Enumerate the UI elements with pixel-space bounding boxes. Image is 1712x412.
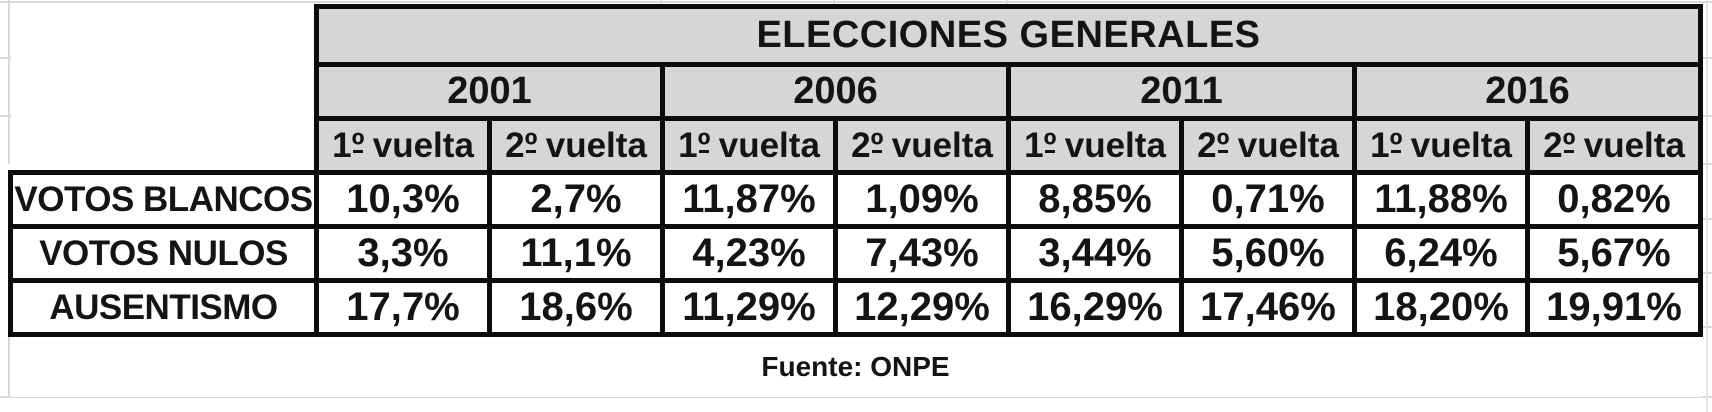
- year-row: 2001 2006 2011 2016: [10, 62, 1703, 121]
- round-word: vuelta: [372, 125, 474, 165]
- value-cell[interactable]: 3,3%: [314, 224, 492, 283]
- round-number: 1: [678, 125, 698, 165]
- value-cell[interactable]: 11,87%: [660, 170, 838, 229]
- value-cell[interactable]: 11,88%: [1352, 170, 1530, 229]
- value-cell[interactable]: 10,3%: [314, 170, 492, 229]
- year-header-2001[interactable]: 2001: [314, 62, 665, 121]
- value-cell[interactable]: 18,20%: [1352, 278, 1530, 337]
- row-label[interactable]: VOTOS BLANCOS: [8, 170, 319, 229]
- footer-row: Fuente: ONPE: [10, 334, 1701, 397]
- round-word: vuelta: [1410, 125, 1512, 165]
- ordinal-indicator: º: [1216, 125, 1230, 165]
- value-cell[interactable]: 5,67%: [1525, 224, 1703, 283]
- value-cell[interactable]: 7,43%: [833, 224, 1011, 283]
- elections-table: ELECCIONES GENERALES 2001 2006 2011 2016…: [8, 4, 1703, 397]
- round-word: vuelta: [545, 125, 647, 165]
- value-cell[interactable]: 17,46%: [1179, 278, 1357, 337]
- round-header[interactable]: 2º vuelta: [1179, 116, 1357, 175]
- gridline-h: [1698, 115, 1712, 117]
- gridline-h: [1698, 272, 1712, 274]
- value-cell[interactable]: 18,6%: [487, 278, 665, 337]
- round-header[interactable]: 2º vuelta: [487, 116, 665, 175]
- ordinal-indicator: º: [1562, 125, 1576, 165]
- year-header-2011[interactable]: 2011: [1006, 62, 1357, 121]
- ordinal-indicator: º: [524, 125, 538, 165]
- value-cell[interactable]: 12,29%: [833, 278, 1011, 337]
- gridline-v: [660, 0, 662, 4]
- round-number: 1: [1024, 125, 1044, 165]
- ordinal-indicator: º: [870, 125, 884, 165]
- gridline-h: [0, 396, 1712, 398]
- round-word: vuelta: [891, 125, 993, 165]
- round-word: vuelta: [1583, 125, 1685, 165]
- round-number: 2: [1543, 125, 1563, 165]
- year-header-2006[interactable]: 2006: [660, 62, 1011, 121]
- value-cell[interactable]: 19,91%: [1525, 278, 1703, 337]
- round-header[interactable]: 2º vuelta: [1525, 116, 1703, 175]
- round-header[interactable]: 1º vuelta: [314, 116, 492, 175]
- value-cell[interactable]: 11,1%: [487, 224, 665, 283]
- empty-cell: [10, 6, 317, 65]
- gridline-v: [8, 332, 10, 398]
- gridline-h: [1698, 57, 1712, 59]
- round-word: vuelta: [718, 125, 820, 165]
- empty-cell: [10, 64, 317, 119]
- value-cell[interactable]: 8,85%: [1006, 170, 1184, 229]
- year-header-2016[interactable]: 2016: [1352, 62, 1703, 121]
- gridline-h: [1698, 163, 1712, 165]
- value-cell[interactable]: 4,23%: [660, 224, 838, 283]
- ordinal-indicator: º: [351, 125, 365, 165]
- gridline-v: [833, 0, 835, 4]
- gridline-h: [1698, 326, 1712, 328]
- row-label[interactable]: AUSENTISMO: [8, 278, 319, 337]
- round-number: 2: [1197, 125, 1217, 165]
- round-number: 1: [332, 125, 352, 165]
- round-word: vuelta: [1237, 125, 1339, 165]
- value-cell[interactable]: 0,71%: [1179, 170, 1357, 229]
- table-title-cell[interactable]: ELECCIONES GENERALES: [314, 4, 1703, 67]
- value-cell[interactable]: 5,60%: [1179, 224, 1357, 283]
- round-header[interactable]: 1º vuelta: [660, 116, 838, 175]
- table-row-votos-blancos: VOTOS BLANCOS 10,3% 2,7% 11,87% 1,09% 8,…: [8, 170, 1703, 229]
- source-note: Fuente: ONPE: [10, 334, 1701, 397]
- round-header[interactable]: 1º vuelta: [1352, 116, 1530, 175]
- round-word: vuelta: [1064, 125, 1166, 165]
- table-row-ausentismo: AUSENTISMO 17,7% 18,6% 11,29% 12,29% 16,…: [8, 278, 1703, 337]
- value-cell[interactable]: 16,29%: [1006, 278, 1184, 337]
- round-number: 2: [505, 125, 525, 165]
- gridline-v: [8, 0, 10, 164]
- gridline-h: [0, 1, 1712, 3]
- ordinal-indicator: º: [1043, 125, 1057, 165]
- value-cell[interactable]: 0,82%: [1525, 170, 1703, 229]
- round-header[interactable]: 2º vuelta: [833, 116, 1011, 175]
- value-cell[interactable]: 17,7%: [314, 278, 492, 337]
- gridline-h: [1698, 218, 1712, 220]
- round-number: 1: [1370, 125, 1390, 165]
- round-header[interactable]: 1º vuelta: [1006, 116, 1184, 175]
- value-cell[interactable]: 11,29%: [660, 278, 838, 337]
- ordinal-indicator: º: [697, 125, 711, 165]
- value-cell[interactable]: 1,09%: [833, 170, 1011, 229]
- gridline-v: [1006, 0, 1008, 4]
- value-cell[interactable]: 6,24%: [1352, 224, 1530, 283]
- value-cell[interactable]: 3,44%: [1006, 224, 1184, 283]
- title-row: ELECCIONES GENERALES: [10, 4, 1703, 67]
- value-cell[interactable]: 2,7%: [487, 170, 665, 229]
- round-row: 1º vuelta 2º vuelta 1º vuelta 2º vuelta 1º vu…: [10, 116, 1703, 175]
- table-row-votos-nulos: VOTOS NULOS 3,3% 11,1% 4,23% 7,43% 3,44%…: [8, 224, 1703, 283]
- ordinal-indicator: º: [1389, 125, 1403, 165]
- empty-cell: [10, 118, 317, 173]
- row-label[interactable]: VOTOS NULOS: [8, 224, 319, 283]
- gridline-v: [1706, 0, 1708, 412]
- round-number: 2: [851, 125, 871, 165]
